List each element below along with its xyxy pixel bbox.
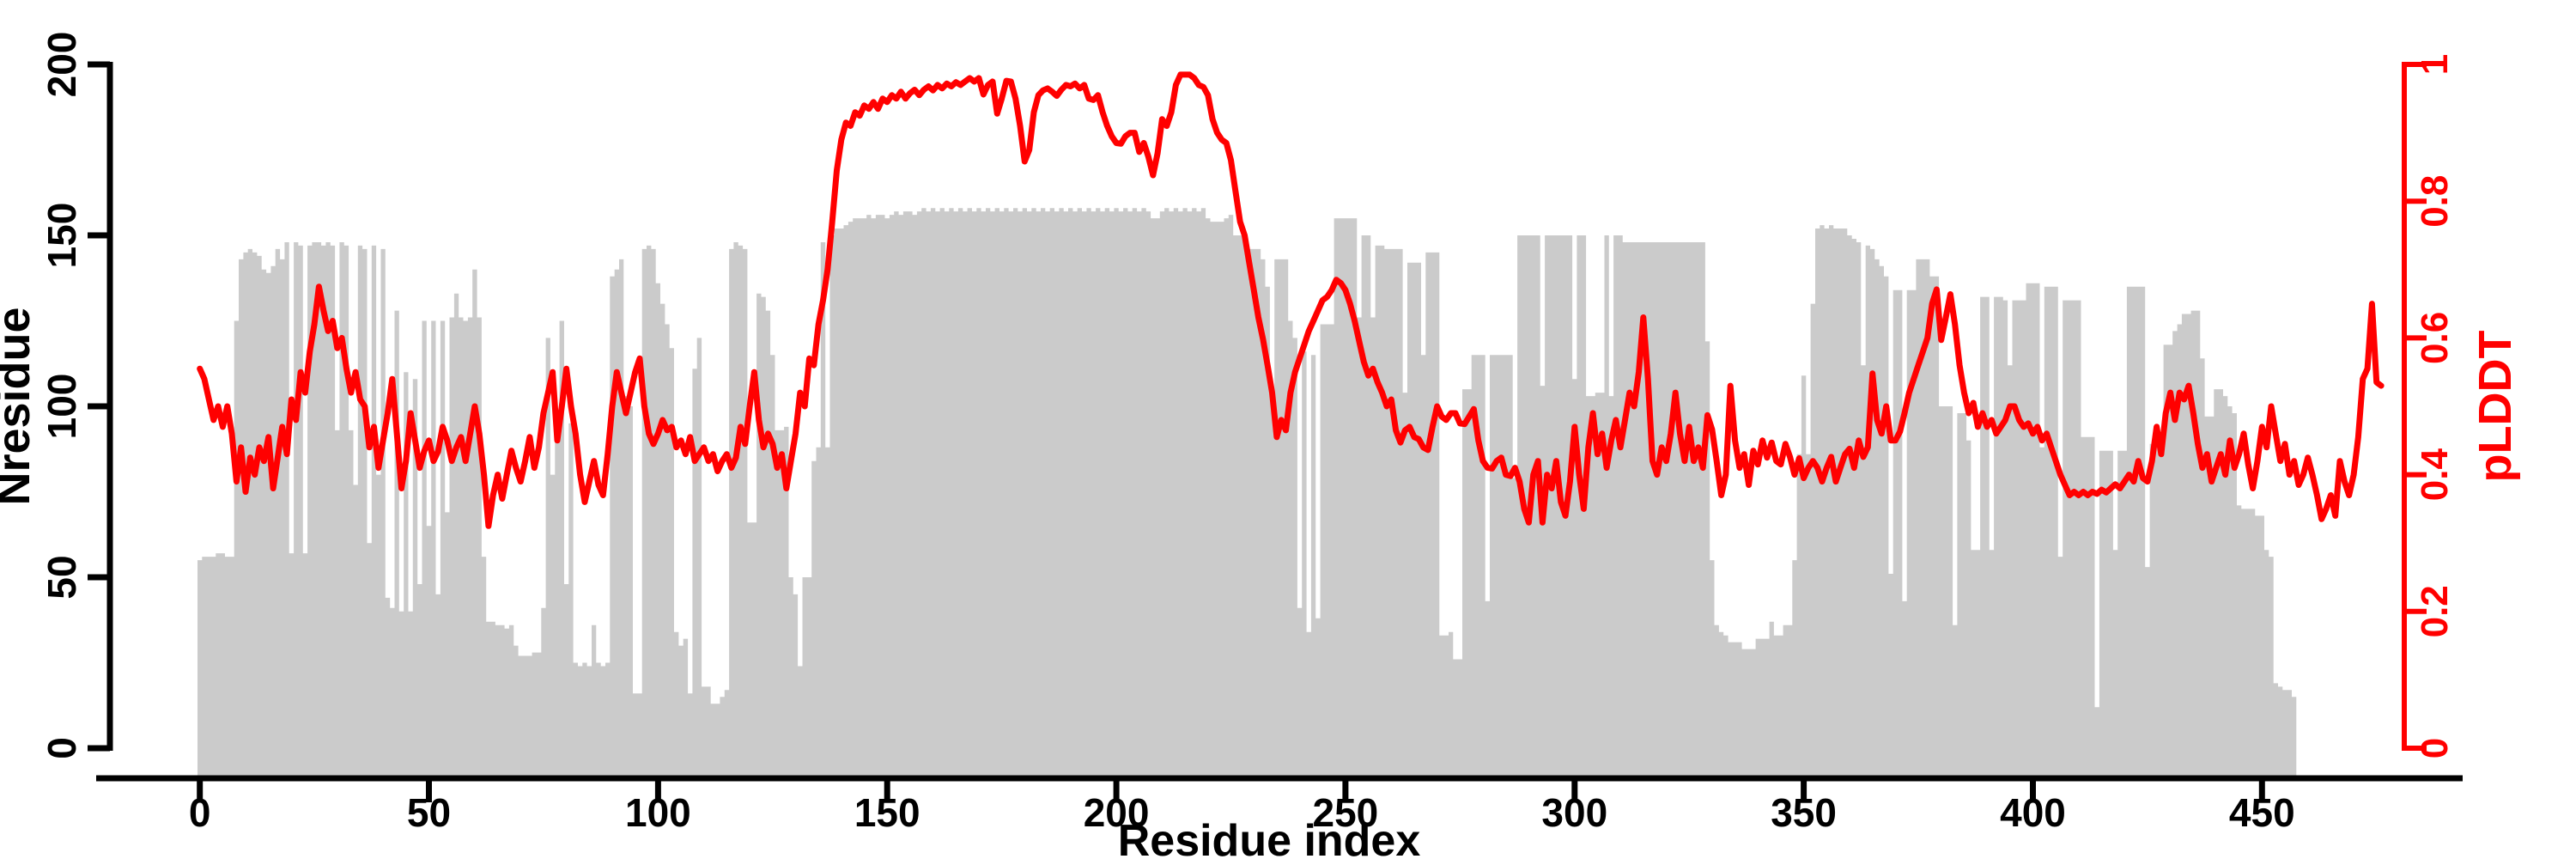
coverage-bars-series: [197, 208, 2297, 778]
y-right-tick-label: 0.4: [2414, 448, 2456, 501]
y-right-tick-label: 0: [2414, 738, 2456, 758]
y-right-tick-label: 0.2: [2414, 585, 2456, 637]
x-tick-label: 50: [407, 790, 451, 835]
y-left-axis-title: Nresidue: [0, 307, 39, 505]
y-right-tick-label: 0.6: [2414, 312, 2456, 364]
x-tick-label: 400: [2000, 790, 2066, 835]
x-tick-label: 200: [1084, 790, 1150, 835]
y-right-tick-label: 0.8: [2414, 175, 2456, 228]
y-left-tick-label: 0: [39, 737, 84, 759]
x-tick-label: 100: [625, 790, 691, 835]
y-left-tick-label: 100: [39, 374, 84, 440]
x-tick-label: 250: [1313, 790, 1379, 835]
y-left-tick-label: 200: [39, 32, 84, 98]
x-tick-label: 0: [189, 790, 211, 835]
y-right-axis-title: pLDDT: [2470, 331, 2521, 483]
plddt-line-series: [197, 71, 2385, 529]
x-tick-label: 150: [854, 790, 920, 835]
y-left-tick-label: 150: [39, 203, 84, 269]
x-axis-title: Residue index: [1118, 816, 1421, 859]
y-right-tick-label: 1: [2414, 54, 2456, 75]
y-left-tick-label: 50: [39, 555, 84, 599]
x-tick-label: 450: [2229, 790, 2295, 835]
x-tick-label: 300: [1541, 790, 1607, 835]
x-tick-label: 350: [1771, 790, 1837, 835]
